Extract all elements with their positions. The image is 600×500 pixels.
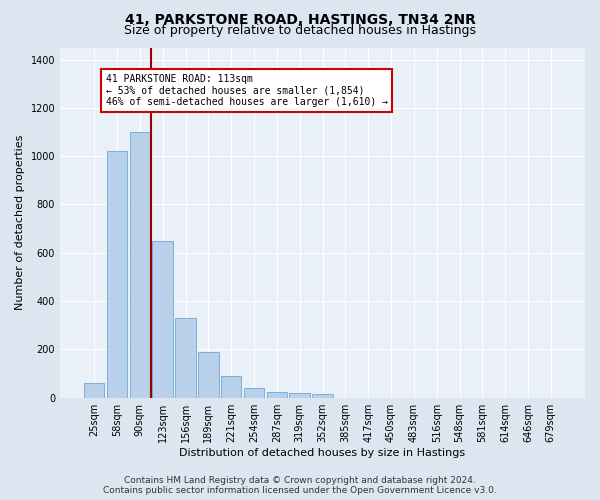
Y-axis label: Number of detached properties: Number of detached properties xyxy=(15,135,25,310)
Bar xyxy=(198,352,218,398)
Bar xyxy=(152,240,173,398)
Bar xyxy=(107,152,127,398)
Bar xyxy=(244,388,264,398)
X-axis label: Distribution of detached houses by size in Hastings: Distribution of detached houses by size … xyxy=(179,448,466,458)
Text: 41, PARKSTONE ROAD, HASTINGS, TN34 2NR: 41, PARKSTONE ROAD, HASTINGS, TN34 2NR xyxy=(125,12,475,26)
Bar xyxy=(130,132,150,398)
Bar xyxy=(175,318,196,398)
Bar xyxy=(221,376,241,398)
Text: Size of property relative to detached houses in Hastings: Size of property relative to detached ho… xyxy=(124,24,476,37)
Text: Contains HM Land Registry data © Crown copyright and database right 2024.
Contai: Contains HM Land Registry data © Crown c… xyxy=(103,476,497,495)
Text: 41 PARKSTONE ROAD: 113sqm
← 53% of detached houses are smaller (1,854)
46% of se: 41 PARKSTONE ROAD: 113sqm ← 53% of detac… xyxy=(106,74,388,108)
Bar xyxy=(289,393,310,398)
Bar xyxy=(84,383,104,398)
Bar xyxy=(266,392,287,398)
Bar xyxy=(312,394,333,398)
